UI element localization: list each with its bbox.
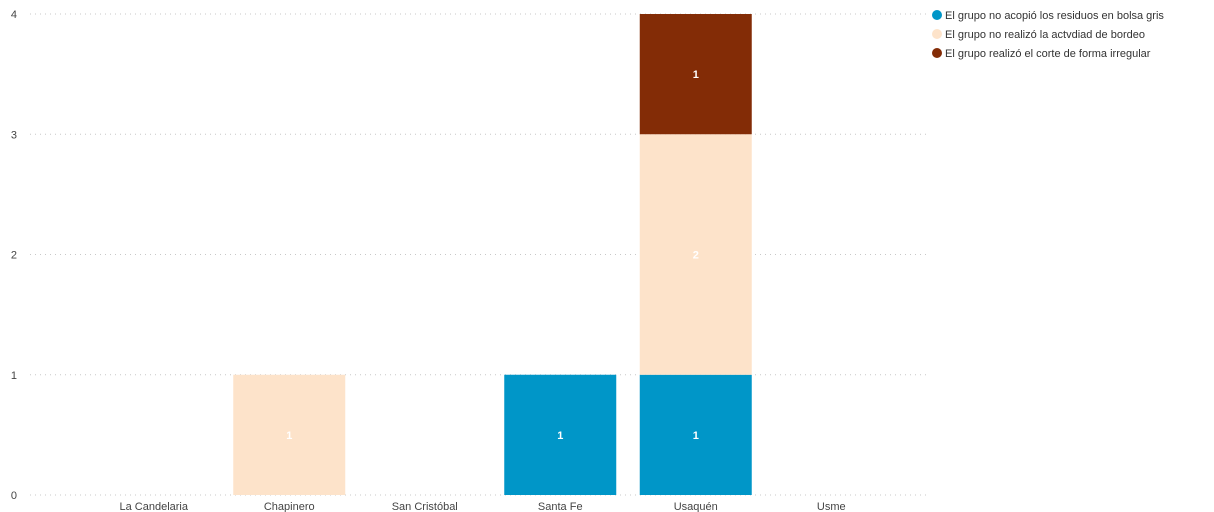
legend-entry[interactable]: El grupo no realizó la actvdiad de borde… (945, 29, 1145, 41)
x-tick-label: Usme (817, 501, 846, 512)
legend-marker (932, 29, 942, 39)
legend: El grupo no acopió los residuos en bolsa… (932, 10, 1164, 60)
bar-segment[interactable] (504, 374, 617, 495)
data-labels: 1 1 1 2 1 (286, 69, 699, 442)
data-label: 1 (557, 430, 563, 442)
y-tick-label: 0 (11, 490, 17, 502)
bar-segment[interactable] (233, 374, 346, 495)
y-axis-ticks: 0 1 2 3 4 (11, 9, 17, 502)
bars (233, 14, 752, 495)
x-tick-label: Usaquén (674, 501, 718, 512)
data-label: 1 (693, 430, 699, 442)
bar-segment[interactable] (639, 374, 752, 495)
y-tick-label: 4 (11, 9, 17, 21)
data-label: 1 (693, 69, 699, 81)
y-tick-label: 3 (11, 129, 17, 141)
legend-marker (932, 48, 942, 58)
legend-entry[interactable]: El grupo no acopió los residuos en bolsa… (945, 10, 1164, 22)
bar-segment[interactable] (639, 134, 752, 375)
legend-entry[interactable]: El grupo realizó el corte de forma irreg… (945, 48, 1151, 60)
x-axis-ticks: La Candelaria Chapinero San Cristóbal Santa… (120, 501, 846, 512)
y-tick-label: 1 (11, 370, 17, 382)
x-tick-label: Chapinero (264, 501, 315, 512)
data-label: 1 (286, 430, 292, 442)
bar-segment[interactable] (639, 14, 752, 135)
data-label: 2 (693, 250, 699, 262)
x-tick-label: La Candelaria (120, 501, 189, 512)
gridlines (30, 13, 928, 496)
y-tick-label: 2 (11, 250, 17, 262)
x-tick-label: San Cristóbal (392, 501, 458, 512)
x-tick-label: Santa Fe (538, 501, 583, 512)
legend-marker (932, 10, 942, 20)
